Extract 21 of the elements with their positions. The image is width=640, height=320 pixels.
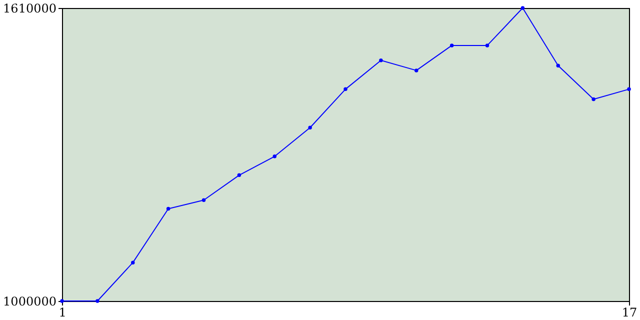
x-tick-label: 1 — [58, 306, 66, 320]
point — [131, 260, 135, 264]
point — [202, 198, 206, 202]
point — [379, 58, 383, 62]
x-tick-label: 17 — [622, 306, 638, 320]
point — [344, 87, 348, 92]
point — [308, 126, 312, 130]
point — [592, 97, 596, 102]
point — [96, 299, 100, 303]
line-series — [60, 6, 631, 303]
y-tick-label: 1610000 — [3, 2, 56, 16]
point — [414, 68, 418, 72]
point — [627, 87, 631, 92]
point — [166, 206, 170, 211]
point — [450, 44, 454, 48]
point — [272, 154, 276, 158]
point — [556, 64, 560, 68]
point — [485, 44, 490, 48]
point — [520, 6, 525, 10]
y-tick-label: 1000000 — [3, 294, 56, 308]
point — [237, 173, 242, 178]
